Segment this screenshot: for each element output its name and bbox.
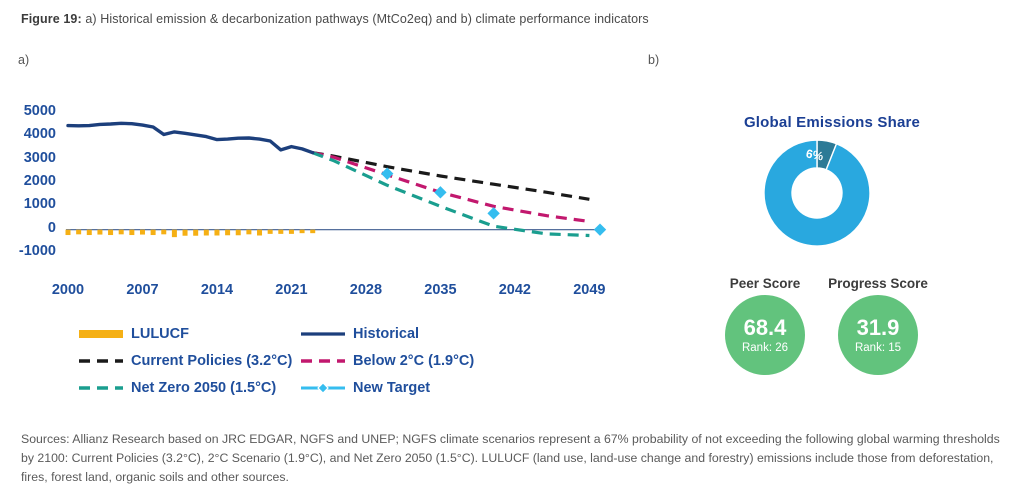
legend-label: Current Policies (3.2°C) xyxy=(131,352,293,369)
y-tick-label: 2000 xyxy=(23,173,56,189)
net-zero-dashed-icon xyxy=(78,381,124,395)
lulucf-bar xyxy=(203,229,209,236)
x-tick-label: 2028 xyxy=(349,282,383,298)
legend-label: Historical xyxy=(353,325,420,342)
lulucf-bar xyxy=(288,229,294,234)
legend-label: Below 2°C (1.9°C) xyxy=(353,352,475,369)
lulucf-bar xyxy=(193,229,199,236)
panel-b-label: b) xyxy=(648,53,660,67)
progress-score-block: Progress Score 31.9 Rank: 15 xyxy=(813,276,943,375)
plot-area xyxy=(65,121,607,238)
legend-label: Net Zero 2050 (1.5°C) xyxy=(131,379,277,396)
x-tick-label: 2021 xyxy=(275,282,308,298)
lulucf-bar xyxy=(129,229,135,236)
lulucf-bar xyxy=(171,229,177,238)
x-tick-label: 2042 xyxy=(498,282,531,298)
series-line-net-zero-2050-1-5-c xyxy=(312,151,590,238)
lulucf-bar xyxy=(76,229,82,235)
new-target-marker[interactable] xyxy=(487,207,500,220)
new-target-marker[interactable] xyxy=(381,167,394,180)
lulucf-bar xyxy=(246,229,252,235)
donut-percent-label: 6% xyxy=(804,146,825,164)
x-tick-label: 2007 xyxy=(126,282,159,298)
chart-legend: LULUCF Historical Current Policies (3.2°C)… xyxy=(78,320,548,401)
x-tick-label: 2035 xyxy=(424,282,457,298)
y-tick-label: 1000 xyxy=(23,196,56,213)
y-tick-label: 0 xyxy=(47,219,56,236)
panel-a-label: a) xyxy=(18,53,30,67)
new-target-marker[interactable] xyxy=(593,223,607,236)
legend-item-lulucf[interactable]: LULUCF xyxy=(78,326,300,342)
lulucf-bar xyxy=(118,229,124,235)
x-tick-label: 2049 xyxy=(573,282,606,298)
new-target-marker[interactable] xyxy=(434,186,447,199)
y-tick-label: 3000 xyxy=(23,149,56,166)
global-emissions-donut xyxy=(763,139,871,247)
legend-row: Current Policies (3.2°C) Below 2°C (1.9°C… xyxy=(78,347,548,374)
lulucf-bar xyxy=(108,229,114,236)
figure-title: Figure 19: a) Historical emission & deca… xyxy=(21,12,1001,26)
legend-item-current-policies[interactable]: Current Policies (3.2°C) xyxy=(78,353,300,369)
new-target-marker-icon xyxy=(300,381,346,395)
legend-item-below-2c[interactable]: Below 2°C (1.9°C) xyxy=(300,353,474,369)
lulucf-bar xyxy=(267,229,273,234)
lulucf-bar xyxy=(299,229,305,234)
donut-svg xyxy=(763,139,871,247)
lulucf-bar xyxy=(310,229,316,234)
x-tick-label: 2014 xyxy=(200,282,234,298)
peer-score-value: 68.4 xyxy=(743,314,787,340)
y-tick-label: -1000 xyxy=(18,243,56,259)
legend-item-new-target[interactable]: New Target xyxy=(300,380,430,396)
lulucf-bar xyxy=(86,229,92,236)
lulucf-bar xyxy=(235,229,241,236)
y-tick-label: 5000 xyxy=(23,103,56,119)
lulucf-swatch-icon xyxy=(78,327,124,341)
legend-item-historical[interactable]: Historical xyxy=(300,326,419,342)
progress-score-rank: Rank: 15 xyxy=(854,341,902,354)
historical-line-icon xyxy=(300,327,346,341)
peer-score-rank: Rank: 26 xyxy=(741,341,789,354)
donut-chart-title: Global Emissions Share xyxy=(743,114,921,131)
legend-item-net-zero[interactable]: Net Zero 2050 (1.5°C) xyxy=(78,380,300,396)
sources-footnote: Sources: Allianz Research based on JRC E… xyxy=(21,432,1000,485)
lulucf-bar xyxy=(182,229,188,236)
lulucf-bar xyxy=(139,229,145,235)
figure-number: Figure 19: xyxy=(21,12,82,26)
current-policies-dashed-icon xyxy=(78,354,124,368)
lulucf-bar xyxy=(97,229,103,235)
progress-score-circle: 31.9 Rank: 15 xyxy=(838,295,918,375)
lulucf-bar xyxy=(150,229,156,236)
peer-score-caption: Peer Score xyxy=(729,276,801,291)
lulucf-bar xyxy=(225,229,231,236)
legend-label: New Target xyxy=(353,379,431,396)
legend-row: Net Zero 2050 (1.5°C) New Target xyxy=(78,374,548,401)
donut-slice-rest[interactable] xyxy=(763,139,871,247)
progress-score-value: 31.9 xyxy=(856,314,900,340)
lulucf-bar xyxy=(65,229,71,236)
lulucf-bar xyxy=(214,229,220,236)
series-line-current-policies-3-2-c xyxy=(312,151,590,201)
legend-label: LULUCF xyxy=(131,325,189,342)
lulucf-bar xyxy=(278,229,284,234)
progress-score-caption: Progress Score xyxy=(828,276,928,291)
legend-row: LULUCF Historical xyxy=(78,320,548,347)
lulucf-bar xyxy=(161,229,167,235)
lulucf-bar xyxy=(257,229,263,236)
emissions-line-chart: -1000 0 1000 2000 3000 4000 5000 2000 2007 2014 2… xyxy=(0,90,640,400)
y-tick-label: 4000 xyxy=(23,126,56,143)
below-2c-dashed-icon xyxy=(300,354,346,368)
peer-score-block: Peer Score 68.4 Rank: 26 xyxy=(700,276,830,375)
peer-score-circle: 68.4 Rank: 26 xyxy=(725,295,805,375)
x-tick-label: 2000 xyxy=(51,282,85,298)
figure-caption: a) Historical emission & decarbonization… xyxy=(85,12,649,26)
series-line-historical xyxy=(66,121,315,155)
